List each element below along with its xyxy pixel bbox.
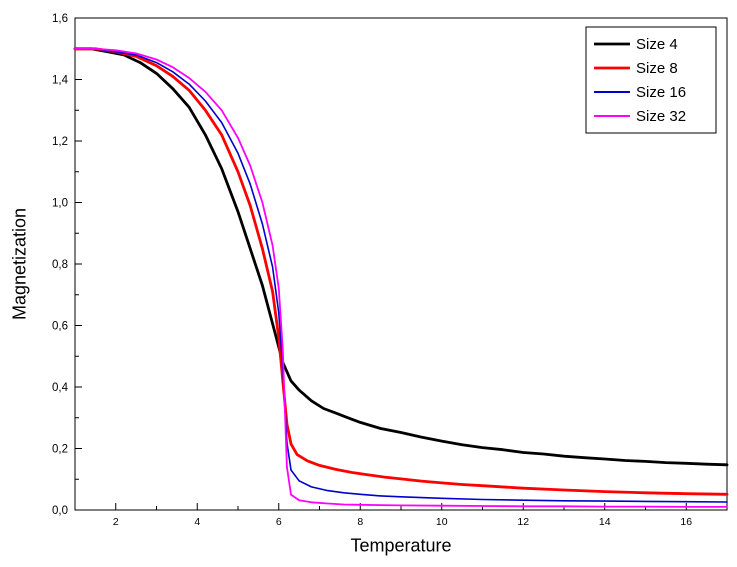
x-tick-label: 2 <box>113 516 119 528</box>
series-line-size-8 <box>73 47 729 496</box>
legend: Size 4 Size 8 Size 16 Size 32 <box>585 26 717 134</box>
y-axis: 0,0 0,2 0,4 0,6 0,8 1,0 1,2 1,4 1,6 <box>52 13 82 517</box>
plot-frame <box>74 17 728 511</box>
y-tick-label: 0,6 <box>52 321 68 333</box>
x-axis-title: Temperature <box>350 535 452 556</box>
y-axis-title: Magnetization <box>9 207 30 321</box>
y-tick-label: 0,4 <box>52 382 69 394</box>
x-tick-label: 4 <box>194 516 200 528</box>
y-tick-label: 1,4 <box>52 75 69 87</box>
legend-label-size-8: Size 8 <box>636 60 678 77</box>
legend-label-size-16: Size 16 <box>636 84 686 101</box>
x-tick-label: 8 <box>357 516 363 528</box>
legend-label-size-32: Size 32 <box>636 108 686 125</box>
series-line-size-4 <box>73 47 729 467</box>
x-tick-label: 10 <box>436 516 448 528</box>
series-line-size-32 <box>74 47 728 508</box>
y-tick-label: 1,0 <box>52 198 68 210</box>
y-tick-label: 0,0 <box>52 505 68 517</box>
y-tick-label: 1,6 <box>52 13 68 25</box>
x-tick-label: 14 <box>599 516 611 528</box>
x-tick-label: 6 <box>276 516 282 528</box>
y-tick-label: 1,2 <box>52 136 68 148</box>
x-tick-label: 12 <box>517 516 529 528</box>
y-tick-label: 0,2 <box>52 444 68 456</box>
y-tick-label: 0,8 <box>52 259 68 271</box>
x-tick-label: 16 <box>680 516 692 528</box>
legend-label-size-4: Size 4 <box>636 36 678 53</box>
series-line-size-16 <box>74 47 728 503</box>
